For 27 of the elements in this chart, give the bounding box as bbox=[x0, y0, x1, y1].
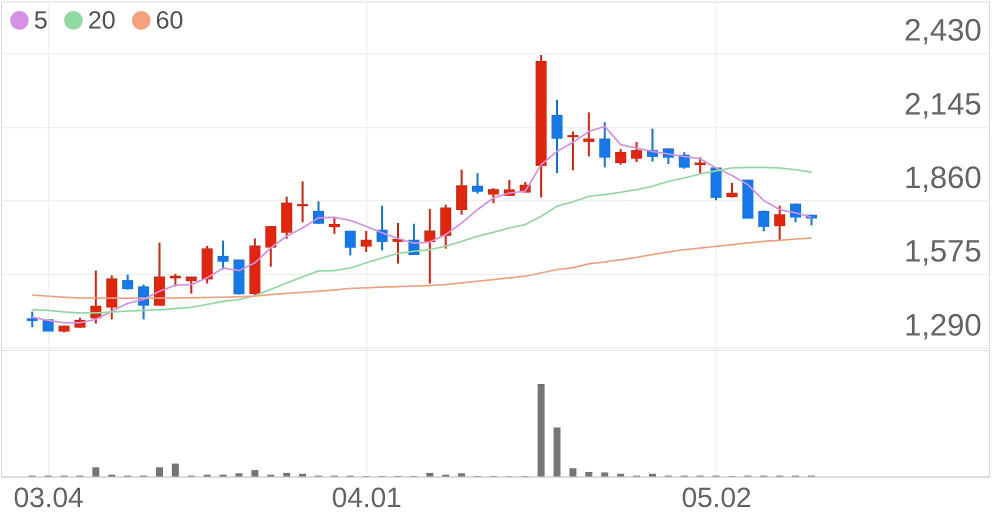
x-tick-label: 04.01 bbox=[332, 482, 402, 513]
y-tick-label: 1,290 bbox=[904, 307, 982, 342]
bar bbox=[569, 468, 576, 477]
bar bbox=[156, 467, 163, 477]
bar bbox=[601, 472, 608, 477]
y-tick-label: 2,430 bbox=[904, 12, 982, 48]
bar bbox=[426, 472, 434, 477]
bar bbox=[617, 474, 624, 477]
legend-label: 5 bbox=[34, 6, 48, 34]
x-tick-label: 03.04 bbox=[14, 482, 84, 513]
legend-label: 60 bbox=[156, 6, 184, 34]
bar bbox=[235, 473, 242, 477]
bar bbox=[648, 474, 656, 477]
bar bbox=[251, 470, 258, 477]
bar bbox=[283, 472, 290, 477]
bar bbox=[92, 467, 100, 477]
y-tick-label: 1,575 bbox=[904, 234, 982, 269]
bar bbox=[585, 472, 592, 477]
bar bbox=[172, 464, 179, 477]
y-tick-label: 1,860 bbox=[904, 160, 982, 196]
bar bbox=[538, 384, 545, 477]
bar bbox=[554, 428, 561, 477]
x-tick-label: 05.02 bbox=[682, 482, 752, 513]
legend-label: 20 bbox=[88, 6, 116, 34]
bar bbox=[299, 474, 306, 477]
bar bbox=[458, 473, 466, 477]
y-tick-label: 2,145 bbox=[904, 86, 982, 122]
